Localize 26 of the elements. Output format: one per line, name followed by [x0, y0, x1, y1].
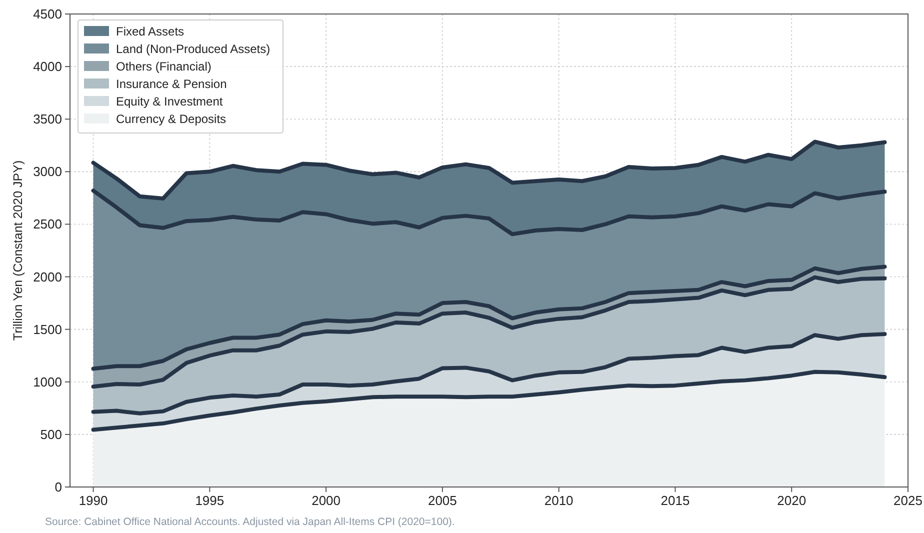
legend-label: Equity & Investment [116, 94, 224, 108]
x-tick-label: 1995 [195, 493, 224, 508]
legend-label: Insurance & Pension [116, 77, 227, 91]
legend-label: Currency & Deposits [116, 112, 226, 126]
x-tick-label: 1990 [78, 493, 108, 508]
x-tick-label: 2020 [777, 493, 806, 508]
y-tick-label: 4500 [33, 6, 62, 22]
x-tick-label: 2010 [544, 493, 574, 508]
x-tick-label: 2015 [660, 493, 690, 508]
x-tick-label: 2005 [428, 493, 457, 508]
y-tick-label: 3000 [33, 164, 62, 180]
y-tick-label: 1000 [33, 374, 62, 390]
x-tick-label: 2000 [312, 493, 341, 508]
source-note: Source: Cabinet Office National Accounts. Adjusted via Japan All-Items CPI (2020=100). [45, 516, 455, 528]
y-tick-label: 4000 [33, 59, 62, 74]
legend-label: Land (Non-Produced Assets) [116, 42, 270, 56]
x-tick-label: 2025 [894, 493, 922, 508]
y-tick-label: 0 [54, 480, 62, 494]
y-tick-label: 500 [40, 426, 62, 442]
y-tick-label: 1500 [33, 322, 62, 337]
legend-label: Fixed Assets [116, 24, 184, 38]
legend-label: Others (Financial) [116, 60, 212, 74]
y-tick-label: 2500 [33, 216, 62, 232]
y-axis-title: Trillion Yen (Constant 2020 JPY) [11, 160, 25, 341]
y-tick-label: 3500 [33, 112, 62, 127]
y-tick-label: 2000 [33, 269, 62, 284]
